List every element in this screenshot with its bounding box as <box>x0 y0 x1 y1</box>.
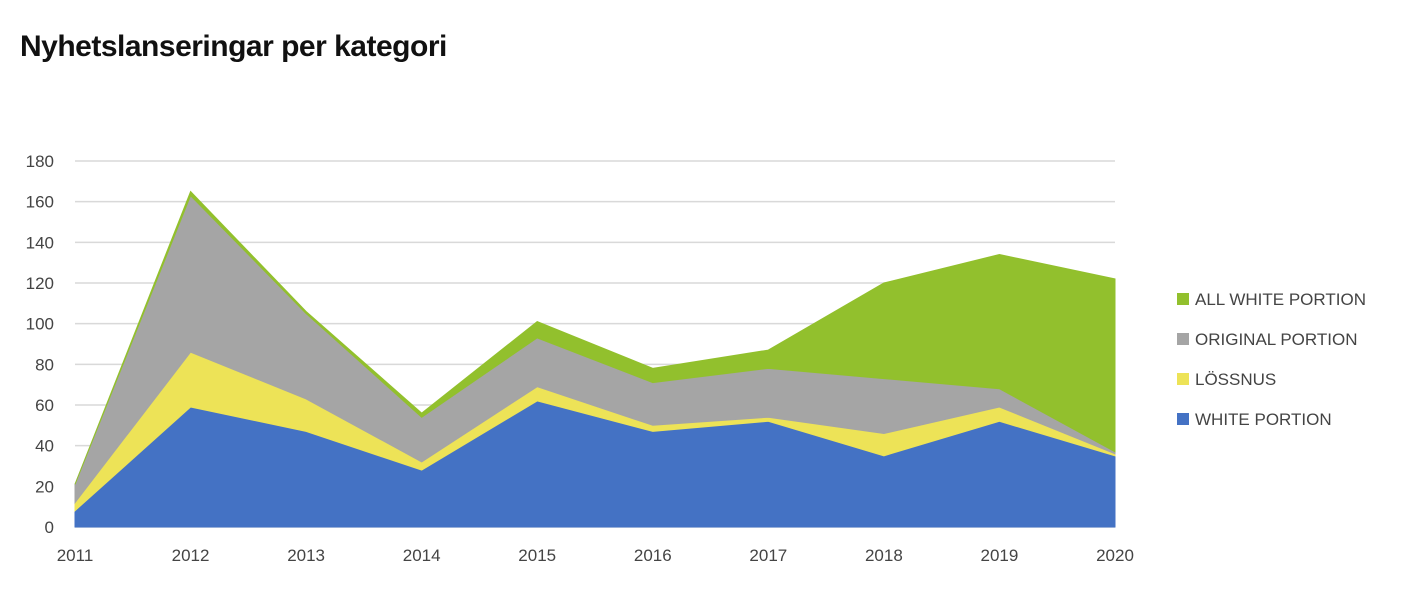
legend-swatch <box>1177 413 1189 425</box>
x-axis: 2011 2012 2013 2014 2015 2016 2017 2018 2019 2020 <box>57 546 1134 565</box>
x-tick-label: 2018 <box>865 546 903 565</box>
x-tick-label: 2014 <box>403 546 441 565</box>
legend-entry-l-ssnus: LÖSSNUS <box>1177 370 1276 389</box>
x-tick-label: 2017 <box>749 546 787 565</box>
legend-label: WHITE PORTION <box>1195 410 1332 429</box>
legend-label: ALL WHITE PORTION <box>1195 290 1366 309</box>
y-axis: 0 20 40 60 80 100 120 140 160 180 <box>26 152 54 537</box>
x-tick-label: 2011 <box>57 546 94 565</box>
area-all-white-portion <box>74 190 1116 485</box>
y-tick-label: 160 <box>26 193 54 212</box>
legend-entry-all-white-portion: ALL WHITE PORTION <box>1177 290 1366 309</box>
y-tick-label: 60 <box>35 396 54 415</box>
y-tick-label: 80 <box>35 355 54 374</box>
legend-entry-original-portion: ORIGINAL PORTION <box>1177 330 1357 349</box>
legend-swatch <box>1177 293 1189 305</box>
x-tick-label: 2012 <box>172 546 210 565</box>
series-areas <box>74 190 1116 528</box>
y-tick-label: 180 <box>26 152 54 171</box>
legend-label: LÖSSNUS <box>1195 370 1276 389</box>
y-tick-label: 100 <box>26 315 54 334</box>
y-tick-label: 120 <box>26 274 54 293</box>
chart-title: Nyhetslanseringar per kategori <box>20 30 447 63</box>
x-tick-label: 2016 <box>634 546 672 565</box>
legend-swatch <box>1177 333 1189 345</box>
y-tick-label: 0 <box>45 518 54 537</box>
x-tick-label: 2019 <box>981 546 1019 565</box>
x-tick-label: 2013 <box>287 546 325 565</box>
legend-swatch <box>1177 373 1189 385</box>
x-tick-label: 2015 <box>518 546 556 565</box>
legend-entry-white-portion: WHITE PORTION <box>1177 410 1332 429</box>
legend-label: ORIGINAL PORTION <box>1195 330 1357 349</box>
legend: ALL WHITE PORTION ORIGINAL PORTION LÖSSNUS… <box>1177 290 1366 429</box>
y-tick-label: 40 <box>35 437 54 456</box>
y-tick-label: 20 <box>35 477 54 496</box>
x-tick-label: 2020 <box>1096 546 1134 565</box>
y-tick-label: 140 <box>26 233 54 252</box>
